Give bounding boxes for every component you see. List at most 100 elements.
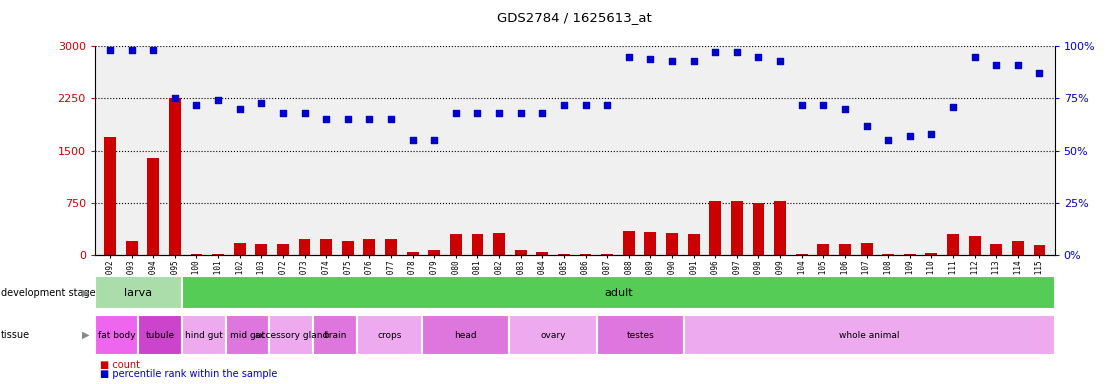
Text: brain: brain	[324, 331, 346, 339]
Point	[209, 98, 227, 104]
Point	[382, 116, 400, 122]
Bar	[514, 250, 527, 255]
Bar	[299, 238, 310, 255]
Text: hind gut: hind gut	[185, 331, 223, 339]
Point	[425, 137, 443, 143]
Text: accessory gland: accessory gland	[254, 331, 328, 339]
Text: larva: larva	[124, 288, 153, 298]
Bar	[1033, 245, 1046, 255]
Text: tubule: tubule	[146, 331, 175, 339]
Bar	[450, 234, 462, 255]
Bar	[509, 315, 597, 355]
Point	[166, 95, 184, 101]
Bar	[147, 158, 160, 255]
Bar	[990, 244, 1002, 255]
Point	[252, 99, 270, 106]
Text: mid gut: mid gut	[230, 331, 266, 339]
Text: crops: crops	[377, 331, 402, 339]
Bar	[558, 254, 570, 255]
Bar	[796, 254, 808, 255]
Bar	[126, 242, 137, 255]
Point	[490, 110, 508, 116]
Point	[512, 110, 530, 116]
Point	[296, 110, 314, 116]
Bar	[212, 254, 224, 255]
Bar	[602, 254, 613, 255]
Text: development stage: development stage	[1, 288, 96, 298]
Point	[1009, 62, 1027, 68]
Point	[317, 116, 335, 122]
Bar	[925, 253, 937, 255]
Bar	[666, 233, 677, 255]
Point	[404, 137, 422, 143]
Point	[642, 56, 660, 62]
Point	[577, 102, 595, 108]
Text: ■ percentile rank within the sample: ■ percentile rank within the sample	[100, 369, 278, 379]
Point	[815, 102, 833, 108]
Text: adult: adult	[604, 288, 633, 298]
Bar	[233, 243, 246, 255]
Point	[339, 116, 357, 122]
Bar	[883, 254, 894, 255]
Bar	[320, 238, 333, 255]
Bar	[104, 137, 116, 255]
Text: testes: testes	[626, 331, 654, 339]
Point	[275, 110, 292, 116]
Bar	[597, 315, 684, 355]
Bar	[429, 250, 440, 255]
Bar	[817, 244, 829, 255]
Point	[102, 47, 119, 53]
Bar	[687, 234, 700, 255]
Point	[231, 106, 249, 112]
Text: fat body: fat body	[98, 331, 135, 339]
Bar	[839, 244, 850, 255]
Bar	[182, 315, 225, 355]
Point	[1030, 70, 1048, 76]
Text: ovary: ovary	[540, 331, 566, 339]
Point	[771, 58, 789, 64]
Bar	[95, 315, 138, 355]
Point	[446, 110, 464, 116]
Point	[836, 106, 854, 112]
Bar	[623, 231, 635, 255]
Bar	[472, 234, 483, 255]
Bar	[947, 234, 959, 255]
Point	[988, 62, 1006, 68]
Point	[144, 47, 162, 53]
Bar	[169, 98, 181, 255]
Bar	[537, 252, 548, 255]
Bar	[860, 243, 873, 255]
Point	[469, 110, 487, 116]
Point	[750, 53, 768, 60]
Point	[360, 116, 378, 122]
Bar	[191, 254, 202, 255]
Bar	[579, 254, 591, 255]
Point	[857, 122, 875, 129]
Text: tissue: tissue	[1, 330, 30, 340]
Bar	[775, 201, 786, 255]
Bar	[684, 315, 1055, 355]
Point	[879, 137, 897, 143]
Bar	[277, 244, 289, 255]
Point	[706, 49, 724, 55]
Bar	[256, 243, 267, 255]
Point	[187, 102, 205, 108]
Bar	[752, 203, 764, 255]
Bar	[138, 315, 182, 355]
Point	[792, 102, 810, 108]
Bar	[422, 315, 509, 355]
Bar	[312, 315, 357, 355]
Bar	[364, 239, 375, 255]
Point	[663, 58, 681, 64]
Point	[123, 47, 141, 53]
Point	[728, 49, 745, 55]
Bar	[385, 239, 397, 255]
Point	[901, 133, 918, 139]
Point	[598, 102, 616, 108]
Point	[555, 102, 573, 108]
Text: ■ count: ■ count	[100, 360, 141, 370]
Bar	[644, 232, 656, 255]
Point	[619, 53, 637, 60]
Text: whole animal: whole animal	[839, 331, 899, 339]
Point	[685, 58, 703, 64]
